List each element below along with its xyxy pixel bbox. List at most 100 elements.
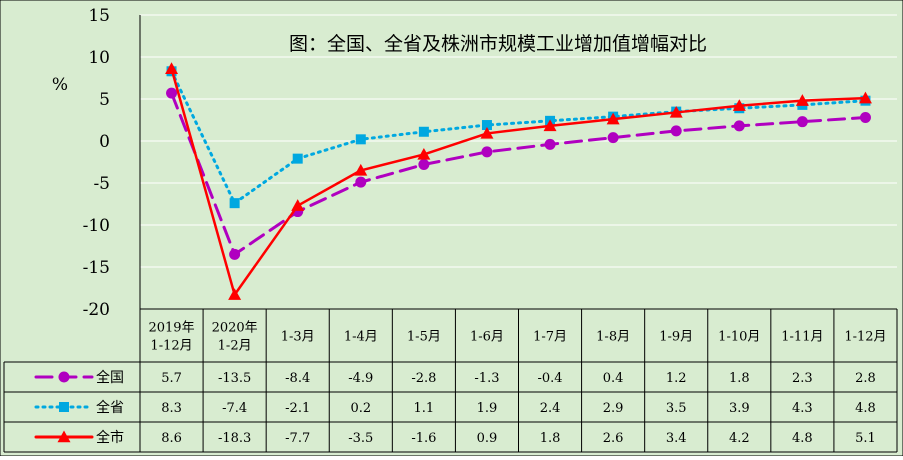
data-label: -8.4	[285, 371, 310, 386]
series-2-point	[228, 288, 242, 300]
data-label: 2.6	[603, 431, 624, 446]
data-label: 3.4	[666, 431, 687, 446]
data-label: -1.3	[474, 371, 499, 386]
data-label: 5.1	[855, 431, 876, 446]
x-tick-label: 1-12月	[150, 339, 192, 354]
y-axis-label: %	[52, 75, 68, 95]
series-0-point	[796, 116, 808, 128]
data-label: 2.4	[540, 401, 561, 416]
series-0-point	[418, 159, 430, 171]
series-2-point	[543, 119, 557, 132]
data-label: 8.3	[161, 401, 182, 416]
series-2-point	[480, 126, 494, 139]
series-1-line	[170, 69, 867, 205]
series-0-point	[733, 120, 745, 132]
series-0-point	[481, 146, 493, 158]
x-tick-label: 1-9月	[659, 330, 693, 345]
data-label: 5.7	[161, 371, 182, 386]
x-tick-label: 2019年	[148, 321, 194, 336]
data-label: -13.5	[218, 371, 251, 386]
series-2-point	[669, 105, 683, 118]
series-0-point	[607, 132, 619, 144]
series-2-point	[795, 94, 809, 106]
series-1-point	[229, 198, 240, 209]
series-0-point	[544, 138, 556, 150]
legend-label: 全国	[96, 369, 124, 386]
data-label: -18.3	[218, 431, 251, 446]
data-label: 0.4	[603, 371, 624, 386]
series-0	[166, 87, 871, 260]
y-tick-label: 0	[99, 132, 110, 152]
series-2-point	[858, 91, 872, 104]
data-label: -7.7	[285, 431, 310, 446]
x-tick-label: 1-8月	[596, 330, 630, 345]
y-tick-label: 15	[88, 6, 110, 26]
x-tick-label: 1-12月	[844, 330, 886, 345]
x-tick-label: 1-6月	[470, 330, 504, 345]
data-label: 2.8	[855, 371, 876, 386]
series-2-line	[170, 67, 867, 296]
x-tick-label: 1-2月	[218, 339, 252, 354]
data-label: 4.8	[792, 431, 813, 446]
x-tick-label: 1-10月	[718, 330, 760, 345]
data-label: 4.3	[792, 401, 813, 416]
data-label: 4.2	[729, 431, 750, 446]
data-label: 2.3	[792, 371, 813, 386]
x-tick-label: 1-5月	[407, 330, 441, 345]
data-label: 1.8	[729, 371, 750, 386]
data-label: 3.5	[666, 401, 687, 416]
series-0-point	[670, 125, 682, 137]
x-tick-label: 1-11月	[781, 330, 823, 345]
data-label: -2.8	[411, 371, 436, 386]
legend-key-marker	[57, 430, 71, 443]
series-0-point	[859, 111, 871, 123]
x-tick-label: 1-4月	[344, 330, 378, 345]
data-label: 1.8	[540, 431, 561, 446]
series-1-point	[418, 126, 429, 137]
data-label: 0.9	[477, 431, 498, 446]
data-label: 1.1	[414, 401, 435, 416]
data-label: 4.8	[855, 401, 876, 416]
series-2-point	[417, 147, 431, 160]
data-label: 1.2	[666, 371, 687, 386]
data-label: -4.9	[348, 371, 373, 386]
legend-label: 全省	[96, 399, 124, 416]
series-1-point	[481, 120, 492, 131]
legend-key-marker	[59, 402, 69, 412]
x-tick-label: 1-3月	[281, 330, 315, 345]
series-2-point	[606, 112, 620, 125]
series-1-point	[355, 134, 366, 145]
series-2-point	[165, 62, 179, 74]
data-label: 8.6	[161, 431, 182, 446]
data-label: -0.4	[538, 371, 563, 386]
chart-title: 图：全国、全省及株洲市规模工业增加值增幅对比	[289, 33, 707, 55]
series-0-line	[170, 91, 867, 256]
series-2-point	[354, 163, 368, 176]
series-2-point	[291, 199, 305, 211]
series-0-point	[166, 87, 178, 99]
y-tick-label: -20	[83, 300, 110, 320]
y-tick-label: 5	[99, 90, 110, 110]
data-label: 2.9	[603, 401, 624, 416]
data-label: 3.9	[729, 401, 750, 416]
x-tick-label: 2020年	[212, 321, 258, 336]
data-label: 0.2	[350, 401, 371, 416]
series-2	[165, 62, 872, 300]
series-0-point	[229, 248, 241, 260]
series-1-point	[292, 153, 303, 164]
data-label: -2.1	[285, 401, 310, 416]
legend-key-marker	[58, 371, 70, 383]
data-label: -7.4	[222, 401, 247, 416]
data-label: -3.5	[348, 431, 373, 446]
data-label: 1.9	[477, 401, 498, 416]
y-tick-label: 10	[88, 48, 110, 68]
series-0-point	[355, 176, 367, 188]
legend-label: 全市	[96, 429, 124, 446]
y-tick-label: -10	[83, 216, 110, 236]
x-tick-label: 1-7月	[533, 330, 567, 345]
data-label: -1.6	[411, 431, 436, 446]
y-tick-label: -15	[83, 258, 110, 278]
